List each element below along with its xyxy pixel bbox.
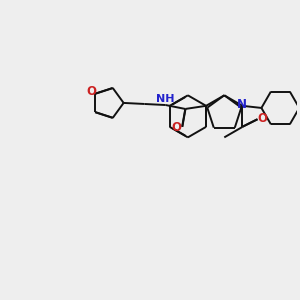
Text: O: O bbox=[257, 112, 267, 125]
Text: O: O bbox=[172, 122, 182, 134]
Text: O: O bbox=[86, 85, 96, 98]
Text: NH: NH bbox=[156, 94, 175, 104]
Text: N: N bbox=[236, 98, 246, 111]
